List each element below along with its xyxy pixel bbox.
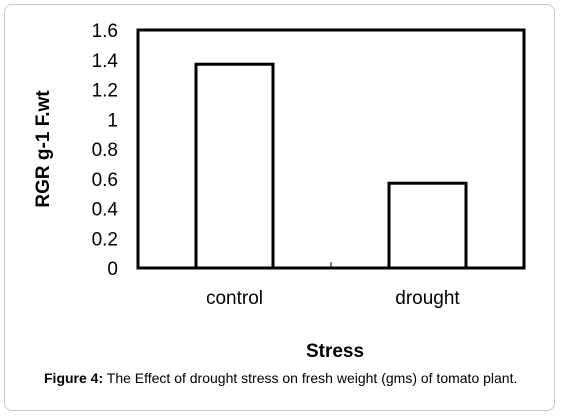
plot-area — [136, 28, 526, 270]
y-tick-label: 0.4 — [92, 200, 119, 221]
y-tick-label: 0.6 — [92, 170, 118, 191]
caption-text: The Effect of drought stress on fresh we… — [106, 370, 518, 386]
y-tick-label: 0.2 — [92, 229, 118, 250]
bar-drought — [387, 181, 468, 270]
bar-control — [194, 62, 275, 270]
y-tick-label: 1.4 — [92, 51, 119, 72]
x-axis-label: Stress — [306, 341, 364, 362]
y-tick-label: 1.2 — [92, 81, 118, 102]
y-tick-label: 0 — [107, 259, 118, 280]
x-tick-label: drought — [395, 288, 460, 309]
x-axis-categories: control drought — [206, 288, 460, 309]
y-axis-label: RGR g-1 F.wt — [33, 90, 54, 208]
figure-caption: Figure 4: The Effect of drought stress o… — [44, 370, 534, 387]
y-tick-label: 1 — [107, 110, 118, 131]
bars — [194, 62, 468, 270]
y-tick-label: 1.6 — [92, 21, 118, 42]
caption-label: Figure 4: — [44, 370, 104, 386]
y-tick-label: 0.8 — [92, 140, 118, 161]
y-axis-ticks: 0 0.2 0.4 0.6 0.8 1 1.2 1.4 1.6 — [92, 21, 119, 280]
x-tick-label: control — [206, 288, 263, 309]
